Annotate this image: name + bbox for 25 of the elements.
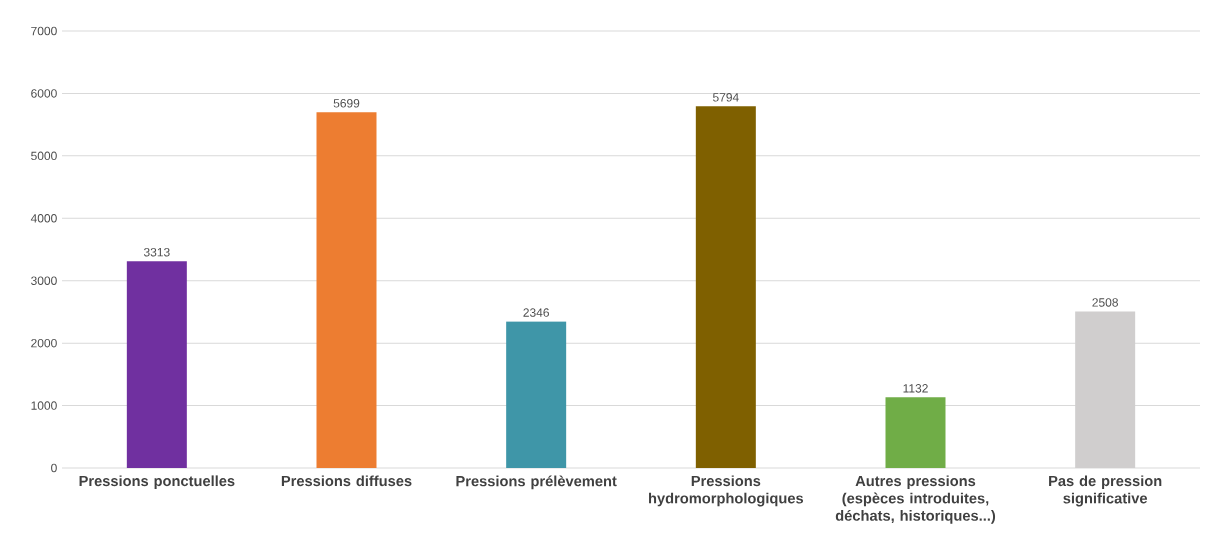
y-tick-label: 2000 [31,338,57,348]
data-label: 5699 [333,99,360,108]
x-tick-label: Pas de pression significative [1049,475,1162,507]
data-label: 1132 [903,384,928,393]
bar [885,397,946,468]
x-tick-label: Pressions diffuses [281,475,412,487]
x-tick-label: Autres pressions (espèces introduites, déchats, historiques...) [835,475,996,524]
data-label: 3313 [143,247,170,257]
y-tick-label: 6000 [31,89,57,98]
y-tick-label: 0 [51,463,57,473]
y-tick-label: 3000 [31,276,57,285]
data-label: 2508 [1092,298,1118,307]
y-tick-label: 1000 [31,401,57,410]
data-label: 5794 [712,93,739,102]
y-tick-label: 7000 [31,26,57,36]
data-label: 2346 [523,308,549,317]
bar [316,112,377,468]
x-tick-label: Pressions hydromorphologiques [649,475,804,507]
bar [126,261,187,468]
y-tick-label: 4000 [30,214,57,223]
bar [506,321,567,468]
x-tick-label: Pressions ponctuelles [79,475,235,490]
bar [695,106,756,468]
x-tick-label: Pressions prélèvement [456,475,617,490]
y-tick-label: 5000 [31,151,57,161]
